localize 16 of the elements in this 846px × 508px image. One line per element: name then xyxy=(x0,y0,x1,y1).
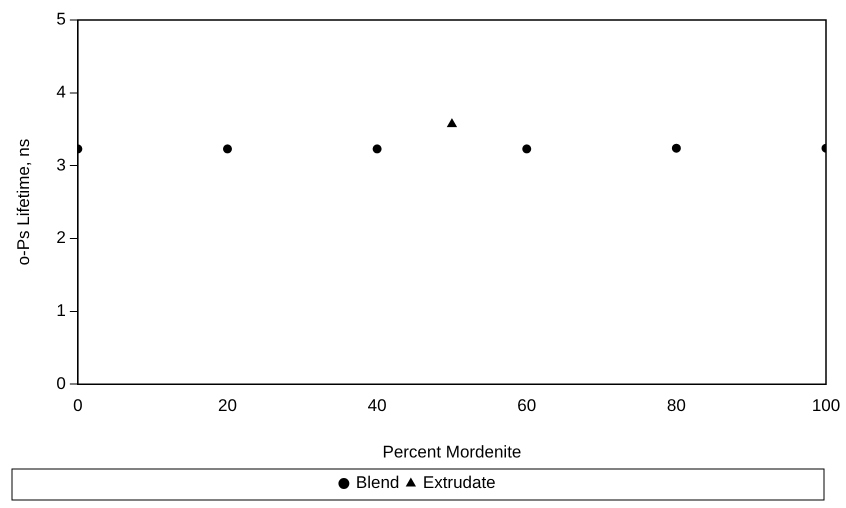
y-tick-label: 2 xyxy=(56,228,66,248)
x-tick-label: 20 xyxy=(218,396,237,416)
y-axis-title: o-Ps Lifetime, ns xyxy=(14,138,33,266)
y-tick-label: 5 xyxy=(56,10,66,29)
y-tick-label: 0 xyxy=(56,374,66,393)
legend-label: Blend xyxy=(356,473,400,492)
legend-label: Extrudate xyxy=(422,473,496,492)
x-tick-label: 0 xyxy=(73,396,83,416)
x-tick-label: 100 xyxy=(812,396,840,416)
x-tick-label: 40 xyxy=(368,396,387,416)
y-tick-label: 1 xyxy=(56,301,66,320)
x-tick-label: 60 xyxy=(517,396,536,416)
y-tick-label: 3 xyxy=(56,155,66,174)
x-axis-title: Percent Mordenite xyxy=(382,442,522,462)
y-tick-label: 4 xyxy=(56,82,66,102)
x-tick-label: 80 xyxy=(666,396,686,416)
